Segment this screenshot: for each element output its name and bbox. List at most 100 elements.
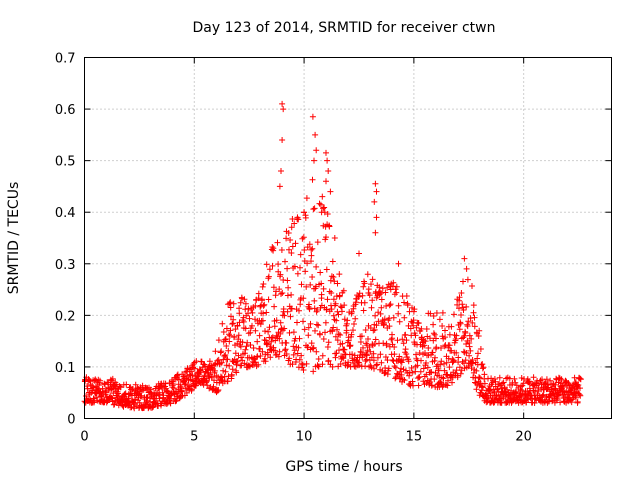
data-point (230, 300, 237, 307)
data-point (242, 300, 249, 307)
data-point (518, 394, 525, 400)
data-point (288, 291, 295, 298)
data-point (383, 340, 390, 347)
data-point (111, 401, 118, 408)
data-point (286, 329, 293, 336)
data-point (357, 339, 364, 345)
data-point (247, 342, 254, 348)
grid-layer (84, 57, 612, 419)
data-point (136, 399, 143, 406)
data-point (429, 349, 436, 356)
data-point (273, 288, 279, 295)
data-point (303, 195, 310, 202)
data-point (463, 265, 470, 272)
data-point (373, 214, 380, 221)
data-point (299, 235, 306, 242)
data-point (278, 168, 284, 174)
data-point (227, 304, 234, 311)
data-point (299, 361, 306, 368)
data-point (394, 337, 401, 344)
data-point (344, 317, 351, 324)
data-point (218, 359, 225, 366)
data-point (309, 176, 316, 183)
data-point (291, 220, 298, 227)
data-point (255, 290, 262, 297)
data-point (462, 357, 469, 364)
data-point (229, 321, 236, 327)
x-tick-label: 5 (190, 430, 198, 445)
data-point (309, 345, 316, 352)
data-point (558, 376, 565, 383)
data-point (147, 386, 154, 393)
data-point (249, 309, 256, 316)
data-point (441, 367, 448, 374)
data-point (191, 365, 198, 372)
data-point (367, 362, 374, 369)
data-point (279, 137, 286, 143)
data-point (279, 290, 286, 296)
data-point (449, 379, 455, 386)
data-point (223, 325, 230, 332)
data-point (410, 322, 417, 329)
data-point (470, 302, 477, 309)
data-point (477, 346, 484, 352)
data-point (232, 326, 239, 333)
data-point (441, 343, 448, 350)
data-point (227, 299, 234, 306)
data-point (391, 344, 398, 350)
data-point (517, 383, 524, 390)
data-point (311, 157, 317, 164)
data-point (408, 365, 415, 371)
data-point (462, 330, 469, 336)
data-point (384, 284, 391, 291)
data-point (430, 313, 437, 319)
data-point (345, 337, 352, 344)
data-point (368, 304, 375, 311)
data-point (415, 320, 422, 326)
data-point (339, 308, 345, 315)
data-point (348, 331, 355, 338)
data-point (467, 347, 474, 354)
data-point (362, 327, 369, 333)
data-point (455, 354, 462, 361)
data-point (305, 332, 312, 339)
data-point (313, 147, 320, 154)
data-point (469, 360, 476, 367)
data-point (242, 325, 249, 332)
data-point (401, 314, 408, 321)
data-point (450, 357, 457, 364)
data-point (234, 358, 241, 365)
data-point (392, 364, 399, 371)
data-point (323, 234, 329, 241)
data-point (324, 157, 331, 164)
data-point (337, 332, 344, 338)
data-point (496, 374, 503, 381)
data-point (224, 378, 231, 385)
data-point (303, 283, 310, 290)
y-tick-label: 0.3 (55, 258, 76, 273)
data-point (412, 332, 419, 339)
axis-ticks: 0 0.1 0.2 0.3 0.4 0.5 0.6 0.7 0 5 10 15 20 (55, 52, 612, 445)
data-point (116, 383, 123, 390)
data-point (347, 342, 354, 349)
data-point (296, 307, 302, 314)
data-point (479, 365, 486, 372)
data-point (221, 353, 228, 359)
data-point (454, 301, 461, 308)
data-points (81, 100, 584, 412)
data-point (386, 302, 393, 309)
data-point (358, 333, 365, 340)
data-point (442, 334, 449, 341)
data-point (204, 382, 211, 389)
data-point (335, 331, 342, 337)
y-tick-label: 0.6 (55, 103, 76, 118)
data-point (323, 178, 329, 185)
data-point (222, 368, 229, 375)
data-point (285, 284, 292, 291)
data-point (234, 340, 241, 347)
data-point (343, 327, 350, 334)
data-point (530, 374, 537, 381)
data-point (261, 301, 268, 308)
data-point (475, 350, 481, 357)
